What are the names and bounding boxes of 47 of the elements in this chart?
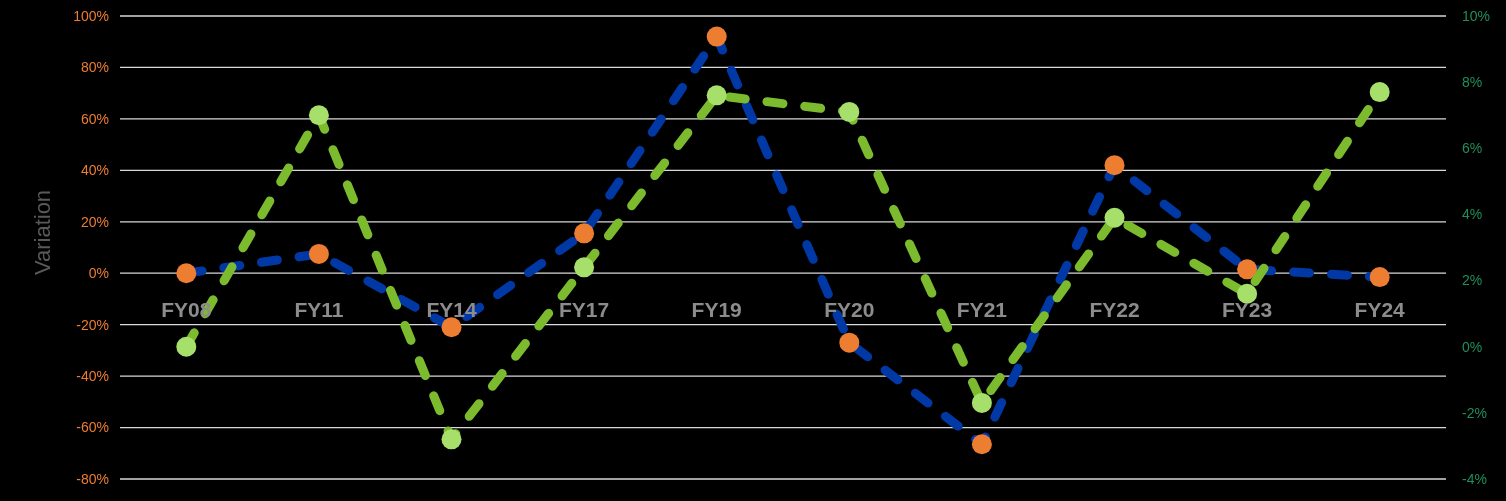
point — [574, 257, 595, 278]
point — [706, 26, 727, 47]
y-tick-label: -80% — [76, 470, 109, 487]
point — [1237, 283, 1258, 304]
point — [308, 105, 329, 126]
y-tick-label: -20% — [76, 316, 109, 333]
point — [971, 392, 992, 413]
y-tick-label: 0% — [88, 265, 109, 282]
point — [574, 223, 595, 244]
point — [1369, 82, 1390, 103]
point — [1104, 207, 1125, 228]
x-tick-label: FY20 — [824, 297, 875, 321]
point — [1369, 267, 1390, 288]
y2-tick-label: 10% — [1462, 7, 1491, 24]
y2-tick-label: 6% — [1462, 140, 1483, 157]
point — [1104, 155, 1125, 176]
y-tick-label: -60% — [76, 419, 109, 436]
y-tick-label: 80% — [80, 59, 109, 76]
y2-tick-label: 8% — [1462, 74, 1483, 91]
y2-tick-label: -2% — [1462, 404, 1487, 421]
y-tick-label: 20% — [80, 213, 109, 230]
x-tick-label: FY11 — [294, 297, 344, 321]
point — [1237, 259, 1258, 280]
x-tick-label: FY19 — [691, 297, 742, 321]
y-tick-label: -40% — [76, 368, 109, 385]
point — [176, 336, 197, 357]
x-tick-label: FY21 — [956, 297, 1008, 321]
y-tick-label: 40% — [80, 162, 109, 179]
point — [176, 263, 197, 284]
x-tick-label: FY23 — [1222, 297, 1273, 321]
point — [839, 101, 860, 122]
y-tick-label: 100% — [73, 7, 109, 24]
y2-tick-label: 4% — [1462, 206, 1483, 223]
x-tick-label: FY17 — [559, 297, 610, 321]
y-axis-title: Variation — [30, 189, 55, 276]
y2-tick-label: -4% — [1462, 470, 1487, 487]
y2-tick-label: 0% — [1462, 338, 1483, 355]
x-tick-label: FY24 — [1354, 297, 1406, 321]
y-tick-label: 60% — [80, 110, 109, 127]
point — [839, 332, 860, 353]
point — [441, 317, 462, 338]
point — [971, 434, 992, 455]
point — [706, 85, 727, 106]
point — [441, 429, 462, 450]
y2-tick-label: 2% — [1462, 272, 1483, 289]
point — [308, 243, 329, 264]
x-tick-label: FY22 — [1089, 297, 1140, 321]
